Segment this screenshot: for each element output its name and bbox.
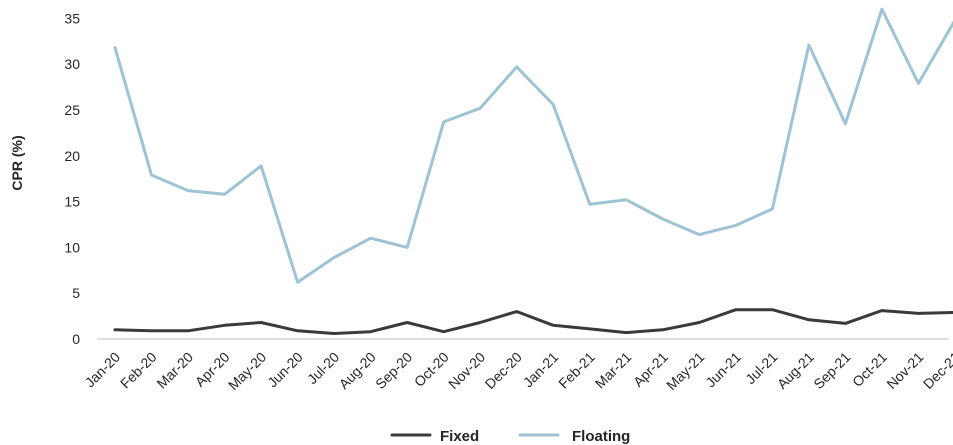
x-tick-label: Feb-21 (555, 349, 598, 392)
y-axis-label: CPR (%) (9, 135, 25, 190)
x-tick-label: Mar-20 (153, 349, 196, 392)
y-tick-label: 0 (72, 331, 80, 347)
x-tick-label: Jan-21 (520, 349, 562, 391)
x-tick-label: Oct-21 (849, 349, 890, 390)
x-tick-label: Sep-21 (810, 349, 853, 392)
y-tick-label: 10 (64, 239, 80, 255)
series-group (113, 7, 953, 335)
y-tick-label: 35 (64, 10, 80, 26)
x-axis-ticks: Jan-20Feb-20Mar-20Apr-20May-20Jun-20Jul-… (82, 349, 953, 393)
y-axis-ticks: 0 5 10 15 20 25 30 35 (64, 10, 80, 347)
y-tick-label: 30 (64, 56, 80, 72)
legend-label-floating: Floating (572, 428, 630, 445)
legend: Fixed Floating (390, 428, 630, 445)
x-tick-label: Oct-20 (411, 349, 452, 390)
x-tick-label: May-20 (225, 349, 269, 393)
x-tick-label: Dec-20 (482, 349, 525, 392)
y-tick-label: 20 (64, 148, 80, 164)
series-line-floating (113, 7, 953, 284)
x-tick-label: Aug-20 (336, 349, 379, 392)
x-tick-label: Jan-20 (82, 349, 124, 391)
x-tick-label: May-21 (663, 349, 707, 393)
x-tick-label: Nov-21 (883, 349, 926, 392)
x-tick-label: Dec-21 (920, 349, 953, 392)
x-tick-label: Jun-20 (264, 349, 306, 391)
x-tick-label: Feb-20 (117, 349, 160, 392)
x-tick-label: Sep-20 (372, 349, 415, 392)
x-tick-label: Jun-21 (702, 349, 744, 391)
x-tick-label: Nov-20 (445, 349, 488, 392)
x-tick-label: Aug-21 (774, 349, 817, 392)
y-tick-label: 5 (72, 285, 80, 301)
y-tick-label: 25 (64, 102, 80, 118)
y-tick-label: 15 (64, 194, 80, 210)
legend-label-fixed: Fixed (440, 428, 479, 445)
x-tick-label: Mar-21 (592, 349, 635, 392)
series-line-fixed (113, 308, 953, 335)
